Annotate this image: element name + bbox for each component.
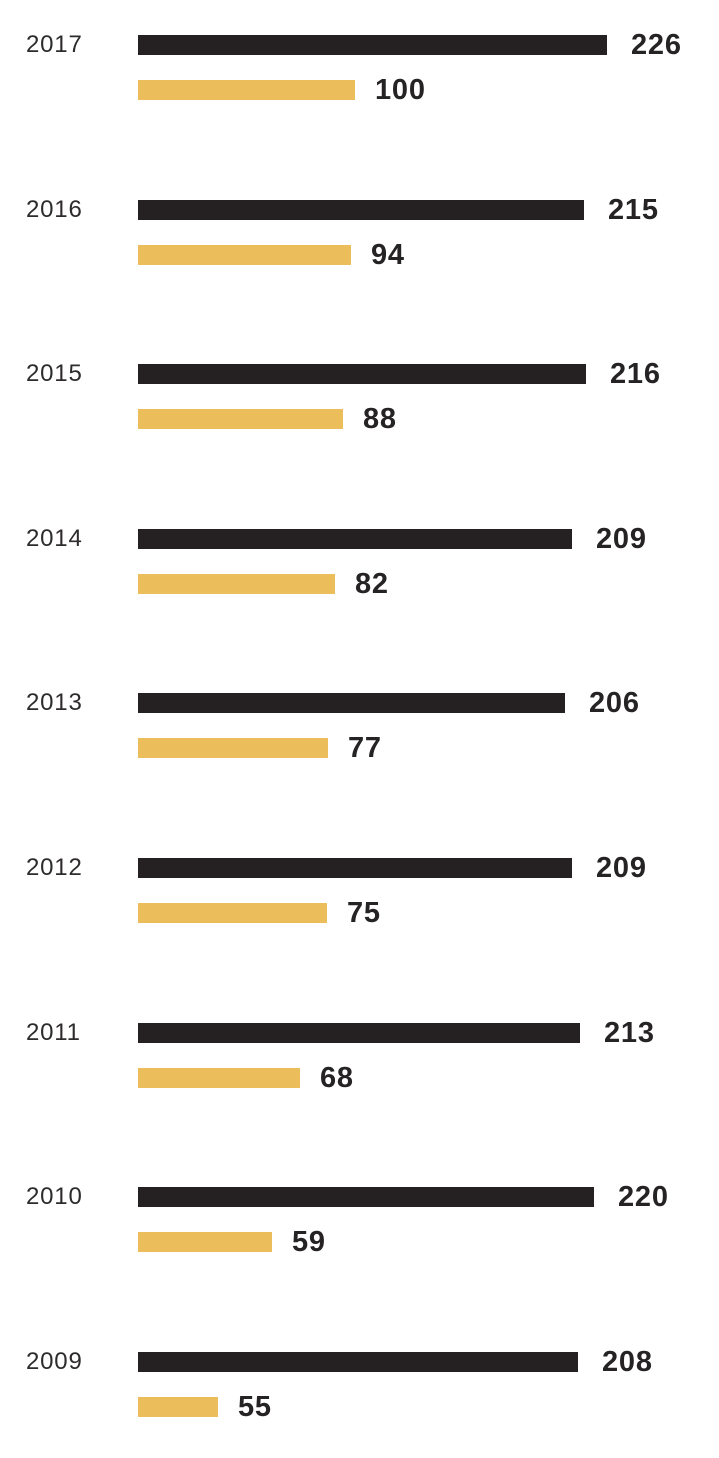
gold-bar-value-label: 75 xyxy=(347,897,381,929)
gold-bar xyxy=(138,80,355,100)
gold-bar xyxy=(138,738,328,759)
chart-row: 2010 220 59 xyxy=(0,1181,719,1307)
dark-bar xyxy=(138,199,584,220)
year-label: 2016 xyxy=(26,195,83,223)
dark-bar xyxy=(138,1022,580,1043)
dark-bar-value-label: 209 xyxy=(596,852,647,884)
gold-bar-value-label: 77 xyxy=(348,732,382,765)
dark-bar-value-label: 216 xyxy=(610,358,661,391)
year-label: 2014 xyxy=(26,524,83,552)
dark-bar xyxy=(138,693,565,714)
gold-bar xyxy=(138,1067,300,1088)
year-label: 2009 xyxy=(26,1347,83,1375)
chart-row: 2017 226 100 xyxy=(0,29,719,155)
dark-bar-value-label: 209 xyxy=(596,522,647,555)
gold-bar xyxy=(138,409,343,430)
dark-bar xyxy=(138,1351,578,1372)
gold-bar-value-label: 55 xyxy=(238,1390,272,1423)
gold-bar xyxy=(138,903,327,923)
gold-bar xyxy=(138,244,351,265)
gold-bar xyxy=(138,1232,272,1253)
dark-bar-value-label: 208 xyxy=(602,1345,653,1378)
dark-bar xyxy=(138,858,572,878)
chart-row: 2009 208 55 xyxy=(0,1346,719,1458)
dark-bar xyxy=(138,1187,594,1208)
dark-bar-value-label: 215 xyxy=(608,193,659,226)
gold-bar-value-label: 88 xyxy=(363,403,397,436)
chart-row: 2012 209 75 xyxy=(0,852,719,978)
chart-row: 2016 215 94 xyxy=(0,194,719,320)
dark-bar-value-label: 226 xyxy=(631,29,682,61)
gold-bar-value-label: 82 xyxy=(355,567,389,600)
dark-bar-value-label: 220 xyxy=(618,1181,669,1214)
chart-row: 2014 209 82 xyxy=(0,523,719,649)
year-label: 2011 xyxy=(26,1018,81,1046)
year-label: 2017 xyxy=(26,31,83,58)
chart-row: 2011 213 68 xyxy=(0,1017,719,1143)
dark-bar xyxy=(138,528,572,549)
gold-bar-value-label: 94 xyxy=(371,238,405,271)
dark-bar xyxy=(138,35,607,55)
year-label: 2010 xyxy=(26,1183,83,1211)
year-label: 2012 xyxy=(26,854,83,881)
gold-bar xyxy=(138,573,335,594)
gold-bar-value-label: 59 xyxy=(292,1226,326,1259)
gold-bar-value-label: 68 xyxy=(320,1061,354,1094)
dark-bar-value-label: 213 xyxy=(604,1016,655,1049)
dark-bar xyxy=(138,364,586,385)
gold-bar xyxy=(138,1396,218,1417)
year-label: 2013 xyxy=(26,689,83,717)
dark-bar-value-label: 206 xyxy=(589,687,640,720)
gold-bar-value-label: 100 xyxy=(375,74,426,106)
year-label: 2015 xyxy=(26,360,83,388)
chart-row: 2015 216 88 xyxy=(0,358,719,484)
chart-row: 2013 206 77 xyxy=(0,687,719,813)
